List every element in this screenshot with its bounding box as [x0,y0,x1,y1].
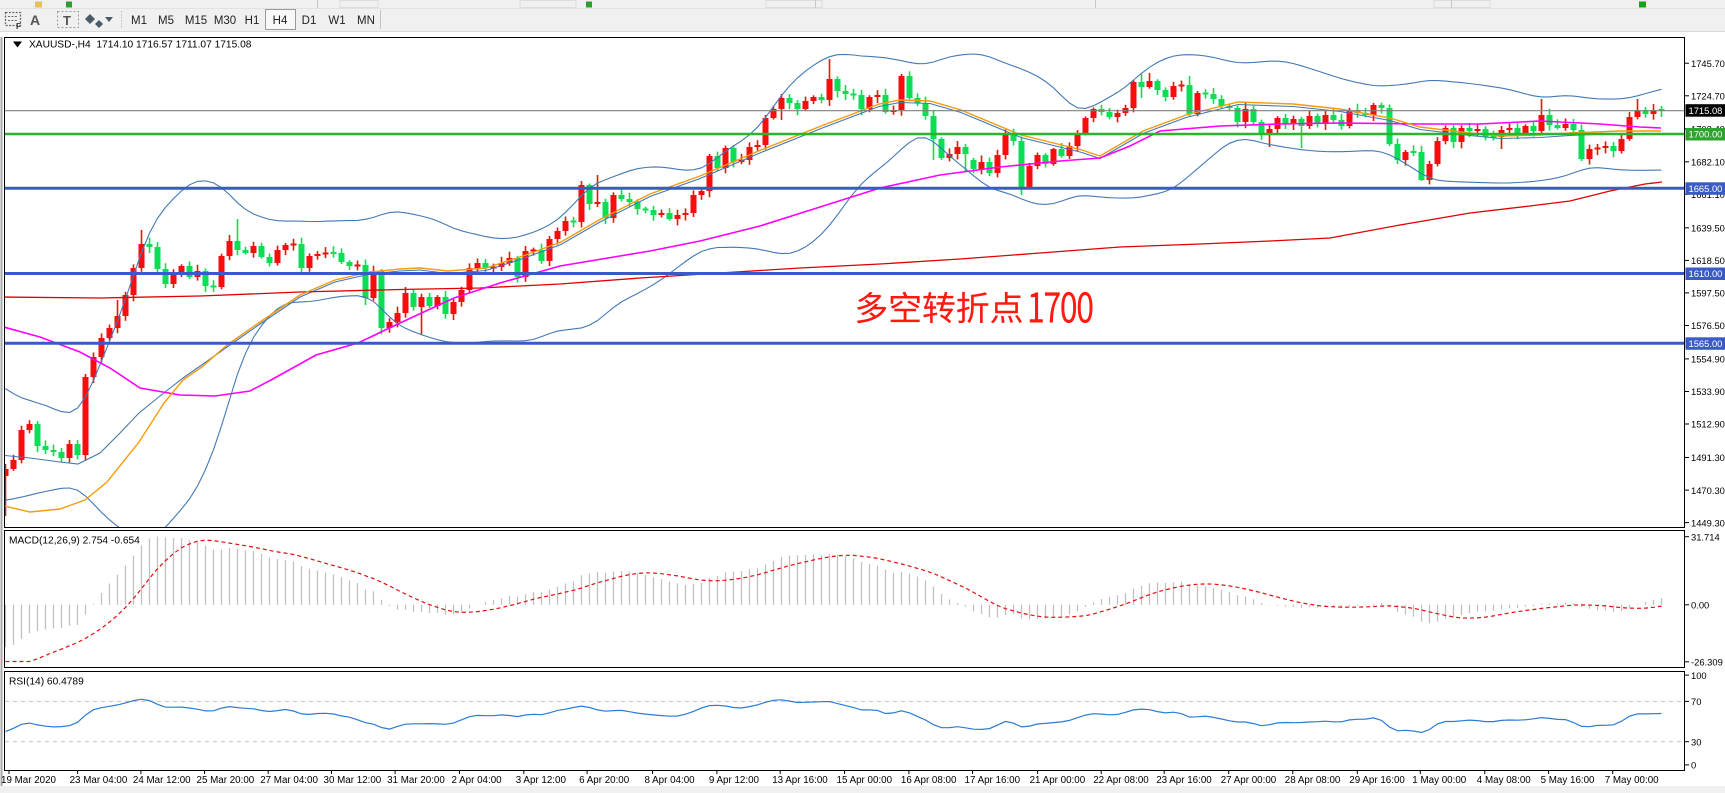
svg-text:1610.00: 1610.00 [1689,268,1723,279]
svg-text:31.714: 31.714 [1691,531,1720,542]
svg-text:24 Mar 12:00: 24 Mar 12:00 [133,775,191,786]
svg-text:23 Mar 04:00: 23 Mar 04:00 [70,775,128,786]
svg-text:1618.50: 1618.50 [1691,255,1725,266]
svg-text:XAUUSD-,H4 1714.10 1716.57 17: XAUUSD-,H4 1714.10 1716.57 1711.07 1715.… [29,40,252,51]
svg-text:17 Apr 16:00: 17 Apr 16:00 [965,775,1021,786]
svg-text:M15: M15 [185,15,207,27]
svg-text:D1: D1 [302,15,317,27]
svg-text:T: T [63,13,71,28]
svg-text:1576.50: 1576.50 [1691,320,1725,331]
svg-text:1597.50: 1597.50 [1691,288,1725,299]
svg-text:M1: M1 [131,15,147,27]
svg-text:70: 70 [1691,696,1701,707]
svg-text:1512.90: 1512.90 [1691,419,1725,430]
svg-text:1665.00: 1665.00 [1689,183,1723,194]
svg-text:28 Apr 08:00: 28 Apr 08:00 [1285,775,1341,786]
svg-text:0: 0 [1691,760,1696,771]
svg-text:8 Apr 04:00: 8 Apr 04:00 [645,775,696,786]
svg-text:23 Apr 16:00: 23 Apr 16:00 [1156,775,1212,786]
svg-text:1715.08: 1715.08 [1689,105,1723,116]
svg-text:A: A [30,12,40,28]
svg-text:1470.30: 1470.30 [1691,485,1725,496]
svg-text:27 Mar 04:00: 27 Mar 04:00 [260,775,318,786]
svg-text:M30: M30 [214,15,236,27]
svg-text:H4: H4 [273,15,288,27]
svg-text:1682.10: 1682.10 [1691,157,1725,168]
svg-text:W1: W1 [328,15,345,27]
svg-text:100: 100 [1691,670,1707,681]
svg-text:1533.90: 1533.90 [1691,386,1725,397]
svg-text:1745.70: 1745.70 [1691,58,1725,69]
svg-text:1700.00: 1700.00 [1689,129,1723,140]
svg-text:31 Mar 20:00: 31 Mar 20:00 [387,775,445,786]
svg-text:1554.90: 1554.90 [1691,354,1725,365]
svg-text:27 Apr 00:00: 27 Apr 00:00 [1221,775,1277,786]
svg-text:1724.70: 1724.70 [1691,91,1725,102]
svg-text:5 May 16:00: 5 May 16:00 [1541,775,1595,786]
svg-text:0.00: 0.00 [1691,600,1709,611]
svg-text:21 Apr 00:00: 21 Apr 00:00 [1030,775,1086,786]
svg-text:1639.50: 1639.50 [1691,223,1725,234]
svg-text:9 Apr 12:00: 9 Apr 12:00 [709,775,760,786]
svg-text:22 Apr 08:00: 22 Apr 08:00 [1093,775,1149,786]
svg-text:RSI(14) 60.4789: RSI(14) 60.4789 [9,677,84,688]
svg-text:16 Apr 08:00: 16 Apr 08:00 [901,775,957,786]
svg-text:25 Mar 20:00: 25 Mar 20:00 [197,775,255,786]
svg-text:F: F [16,22,21,31]
svg-text:15 Apr 00:00: 15 Apr 00:00 [837,775,893,786]
svg-text:1565.00: 1565.00 [1689,338,1723,349]
svg-text:29 Apr 16:00: 29 Apr 16:00 [1349,775,1405,786]
svg-text:13 Apr 16:00: 13 Apr 16:00 [772,775,828,786]
svg-text:MN: MN [357,15,375,27]
svg-text:4 May 08:00: 4 May 08:00 [1477,775,1531,786]
svg-text:3 Apr 12:00: 3 Apr 12:00 [516,775,567,786]
svg-text:1491.30: 1491.30 [1691,452,1725,463]
svg-text:-26.309: -26.309 [1691,657,1723,668]
svg-text:30: 30 [1691,736,1701,747]
svg-text:7 May 00:00: 7 May 00:00 [1605,775,1659,786]
svg-text:M5: M5 [158,15,174,27]
svg-text:H1: H1 [245,15,260,27]
svg-text:6 Apr 20:00: 6 Apr 20:00 [579,775,630,786]
svg-text:19 Mar 2020: 19 Mar 2020 [1,775,57,786]
svg-text:30 Mar 12:00: 30 Mar 12:00 [324,775,382,786]
svg-text:1 May 00:00: 1 May 00:00 [1412,775,1466,786]
svg-text:MACD(12,26,9) 2.754 -0.654: MACD(12,26,9) 2.754 -0.654 [9,536,140,547]
svg-text:2 Apr 04:00: 2 Apr 04:00 [452,775,503,786]
svg-text:1449.30: 1449.30 [1691,517,1725,528]
